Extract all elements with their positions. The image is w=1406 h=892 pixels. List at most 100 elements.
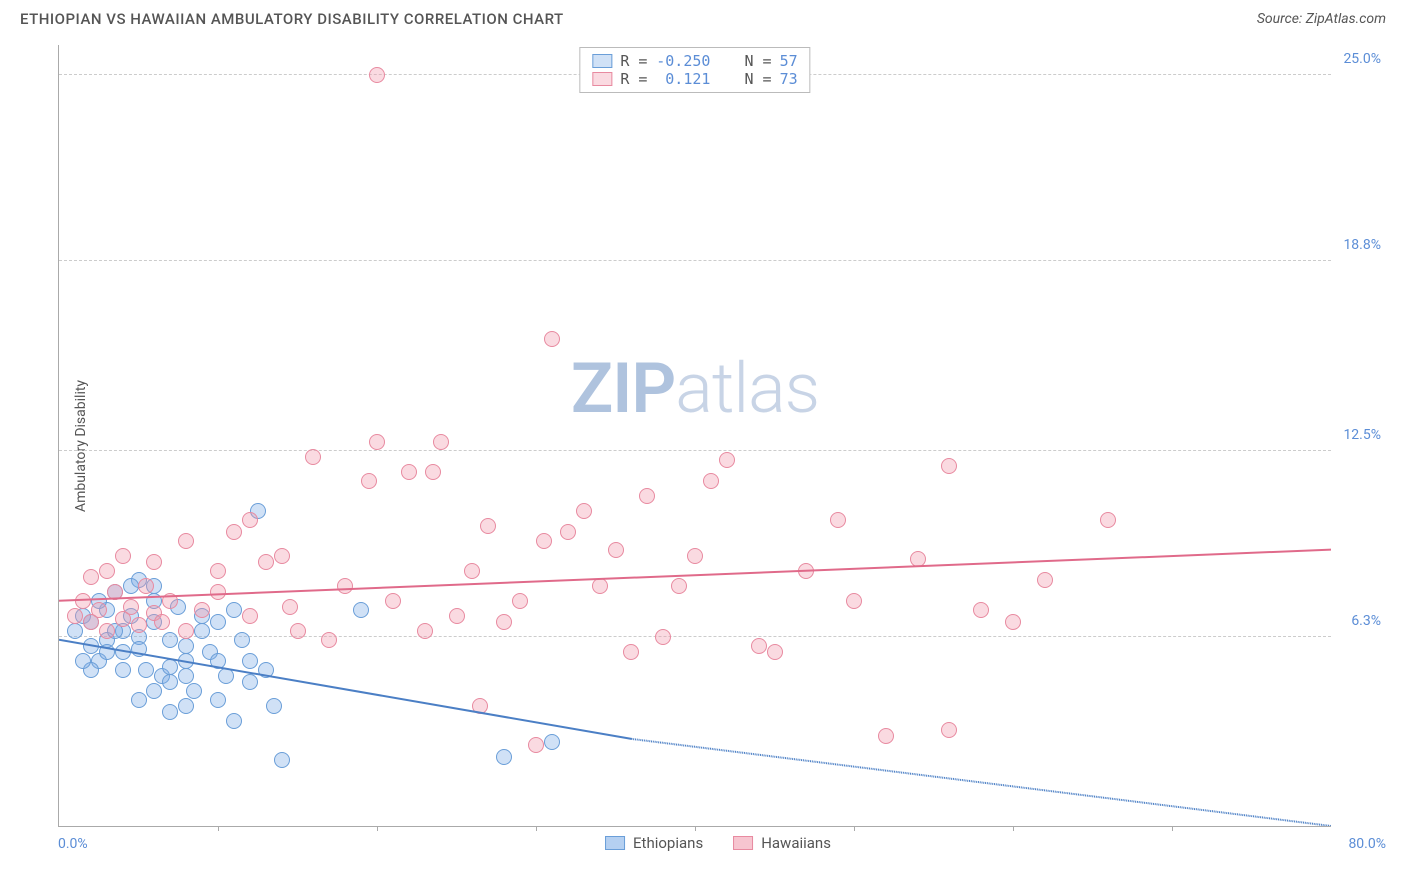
data-point (178, 638, 194, 654)
gridline (59, 260, 1331, 261)
data-point (798, 563, 814, 579)
data-point (973, 602, 989, 618)
data-point (536, 533, 552, 549)
data-point (353, 602, 369, 618)
data-point (258, 662, 274, 678)
data-point (162, 704, 178, 720)
data-point (131, 692, 147, 708)
data-point (242, 674, 258, 690)
data-point (162, 659, 178, 675)
y-tick-label: 18.8% (1343, 237, 1381, 253)
data-point (687, 548, 703, 564)
data-point (496, 749, 512, 765)
data-point (67, 608, 83, 624)
data-point (576, 503, 592, 519)
data-point (178, 653, 194, 669)
data-point (449, 608, 465, 624)
data-point (99, 563, 115, 579)
data-point (75, 593, 91, 609)
data-point (941, 458, 957, 474)
data-point (226, 602, 242, 618)
data-point (369, 67, 385, 83)
legend-swatch (605, 836, 625, 850)
data-point (75, 653, 91, 669)
data-point (480, 518, 496, 534)
data-point (703, 473, 719, 489)
legend-swatch (592, 72, 612, 86)
data-point (67, 623, 83, 639)
data-point (719, 452, 735, 468)
data-point (830, 512, 846, 528)
data-point (91, 602, 107, 618)
chart-source: Source: ZipAtlas.com (1257, 11, 1386, 27)
data-point (751, 638, 767, 654)
data-point (560, 524, 576, 540)
data-point (123, 599, 139, 615)
x-tick (854, 826, 855, 831)
data-point (1100, 512, 1116, 528)
data-point (154, 614, 170, 630)
data-point (910, 551, 926, 567)
legend-swatch (733, 836, 753, 850)
data-point (210, 563, 226, 579)
data-point (496, 614, 512, 630)
data-point (138, 578, 154, 594)
data-point (385, 593, 401, 609)
data-point (639, 488, 655, 504)
legend-item: Ethiopians (605, 834, 703, 852)
legend-stats-row: R = 0.121 N = 73 (592, 70, 797, 88)
legend-label: Hawaiians (761, 834, 831, 852)
data-point (242, 608, 258, 624)
watermark: ZIPatlas (571, 348, 819, 430)
legend-stats-row: R = -0.250 N = 57 (592, 52, 797, 70)
data-point (210, 692, 226, 708)
data-point (274, 548, 290, 564)
trend-lines (59, 45, 1331, 826)
data-point (528, 737, 544, 753)
data-point (369, 434, 385, 450)
gridline (59, 450, 1331, 451)
data-point (512, 593, 528, 609)
data-point (146, 683, 162, 699)
data-point (162, 632, 178, 648)
gridline (59, 636, 1331, 637)
data-point (194, 602, 210, 618)
data-point (234, 632, 250, 648)
data-point (671, 578, 687, 594)
data-point (433, 434, 449, 450)
data-point (107, 584, 123, 600)
x-tick (536, 826, 537, 831)
data-point (194, 623, 210, 639)
data-point (544, 331, 560, 347)
data-point (210, 653, 226, 669)
data-point (655, 629, 671, 645)
data-point (131, 617, 147, 633)
data-point (544, 734, 560, 750)
data-point (178, 668, 194, 684)
data-point (226, 713, 242, 729)
y-tick-label: 25.0% (1343, 51, 1381, 67)
data-point (146, 554, 162, 570)
data-point (99, 623, 115, 639)
data-point (290, 623, 306, 639)
data-point (1005, 614, 1021, 630)
legend-item: Hawaiians (733, 834, 831, 852)
data-point (361, 473, 377, 489)
data-point (210, 584, 226, 600)
data-point (274, 752, 290, 768)
data-point (846, 593, 862, 609)
data-point (608, 542, 624, 558)
x-axis-min: 0.0% (58, 836, 88, 852)
x-tick (377, 826, 378, 831)
data-point (242, 653, 258, 669)
data-point (592, 578, 608, 594)
data-point (242, 512, 258, 528)
data-point (178, 533, 194, 549)
legend-stats: R = -0.250 N = 57R = 0.121 N = 73 (579, 47, 810, 93)
data-point (162, 593, 178, 609)
y-tick-label: 6.3% (1351, 613, 1381, 629)
x-tick (218, 826, 219, 831)
data-point (941, 722, 957, 738)
legend-bottom: Ethiopians Hawaiians (605, 834, 831, 852)
data-point (162, 674, 178, 690)
